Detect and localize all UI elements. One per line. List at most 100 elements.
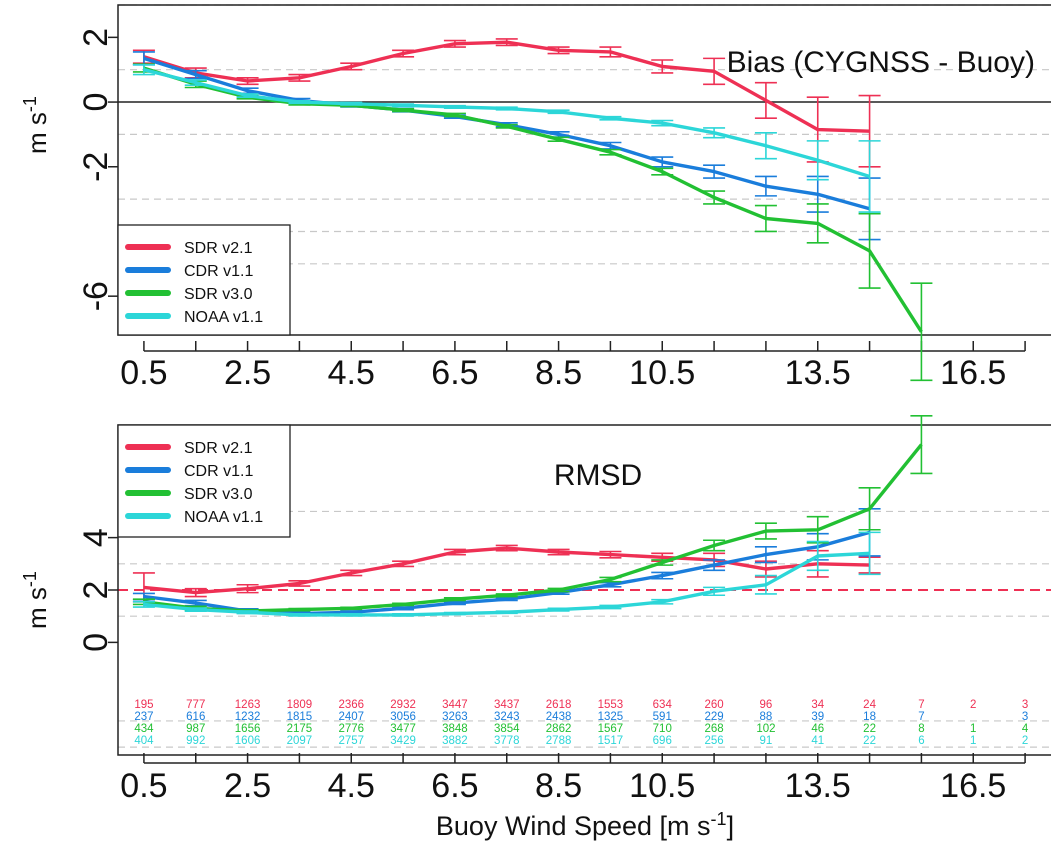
count-label: 102 — [756, 723, 775, 735]
count-label: 3 — [1022, 711, 1028, 723]
count-label: 18 — [863, 711, 876, 723]
x-tick-label: 10.5 — [629, 354, 695, 392]
count-label: 22 — [863, 735, 876, 747]
x-tick-label: 13.5 — [785, 354, 851, 392]
count-label: 1656 — [235, 723, 261, 735]
count-label: 3882 — [442, 735, 468, 747]
x-axis-label: Buoy Wind Speed [m s-1] — [436, 809, 734, 841]
count-label: 8 — [918, 723, 924, 735]
count-label: 2366 — [338, 699, 364, 711]
y-tick-label: 4 — [77, 528, 115, 547]
count-label: 591 — [653, 711, 672, 723]
count-label: 2407 — [338, 711, 364, 723]
count-label: 634 — [653, 699, 673, 711]
count-label: 2776 — [338, 723, 364, 735]
count-label: 2932 — [390, 699, 416, 711]
count-label: 710 — [653, 723, 672, 735]
count-label: 992 — [186, 735, 205, 747]
count-label: 4 — [1022, 723, 1029, 735]
count-label: 24 — [863, 699, 876, 711]
count-label: 1809 — [287, 699, 313, 711]
series-line — [144, 532, 870, 613]
count-label: 2618 — [546, 699, 572, 711]
y-tick-label: 2 — [77, 581, 115, 600]
legend-label: SDR v3.0 — [184, 486, 253, 503]
count-label: 2 — [970, 699, 976, 711]
count-label: 39 — [811, 711, 824, 723]
count-label: 1553 — [598, 699, 624, 711]
count-label: 404 — [134, 735, 154, 747]
count-label: 41 — [811, 735, 824, 747]
y-tick-label: 2 — [77, 28, 115, 47]
count-label: 7 — [918, 699, 924, 711]
count-label: 1567 — [598, 723, 624, 735]
count-label: 1517 — [598, 735, 624, 747]
count-label: 987 — [186, 723, 205, 735]
count-label: 3778 — [494, 735, 520, 747]
count-label: 22 — [863, 723, 876, 735]
count-label: 3437 — [494, 699, 520, 711]
count-label: 3 — [1022, 699, 1028, 711]
x-tick-label: 10.5 — [629, 767, 695, 805]
y-tick-label: 0 — [77, 93, 115, 112]
x-tick-label: 16.5 — [940, 354, 1006, 392]
count-label: 268 — [704, 723, 723, 735]
legend-label: SDR v2.1 — [184, 240, 253, 257]
count-label: 1263 — [235, 699, 261, 711]
count-label: 260 — [704, 699, 723, 711]
count-label: 3854 — [494, 723, 520, 735]
x-tick-label: 0.5 — [120, 354, 167, 392]
count-label: 616 — [186, 711, 205, 723]
x-tick-label: 6.5 — [431, 767, 478, 805]
count-label: 7 — [918, 711, 924, 723]
count-label: 6 — [918, 735, 924, 747]
legend-label: CDR v1.1 — [184, 263, 253, 280]
count-label: 96 — [760, 699, 773, 711]
legend-label: NOAA v1.1 — [184, 309, 263, 326]
x-tick-label: 6.5 — [431, 354, 478, 392]
y-tick-label: -2 — [77, 152, 115, 182]
legend: SDR v2.1 CDR v1.1 SDR v3.0 NOAA v1.1 — [118, 225, 290, 335]
x-tick-label: 8.5 — [535, 767, 582, 805]
count-label: 2175 — [287, 723, 313, 735]
count-label: 256 — [704, 735, 723, 747]
legend-label: NOAA v1.1 — [184, 509, 263, 526]
count-label: 229 — [704, 711, 723, 723]
count-label: 2788 — [546, 735, 572, 747]
count-label: 237 — [134, 711, 153, 723]
count-label: 3477 — [390, 723, 416, 735]
panel-title: RMSD — [554, 459, 642, 492]
count-label: 1606 — [235, 735, 261, 747]
count-label: 3263 — [442, 711, 468, 723]
count-label: 3447 — [442, 699, 468, 711]
count-label: 2097 — [287, 735, 313, 747]
x-tick-label: 16.5 — [940, 767, 1006, 805]
y-axis-label: m s-1 — [20, 571, 52, 629]
count-label: 777 — [186, 699, 205, 711]
count-label: 1325 — [598, 711, 624, 723]
count-label: 2 — [1022, 735, 1028, 747]
count-label: 195 — [134, 699, 153, 711]
x-tick-label: 2.5 — [224, 354, 271, 392]
count-label: 434 — [134, 723, 154, 735]
x-tick-label: 13.5 — [785, 767, 851, 805]
count-label: 1232 — [235, 711, 261, 723]
legend-label: SDR v3.0 — [184, 286, 253, 303]
panel-title: Bias (CYGNSS - Buoy) — [727, 46, 1035, 79]
count-label: 3056 — [390, 711, 416, 723]
count-label: 88 — [760, 711, 773, 723]
count-label: 34 — [811, 699, 824, 711]
count-label: 2862 — [546, 723, 572, 735]
legend-label: SDR v2.1 — [184, 440, 253, 457]
count-label: 1 — [970, 735, 976, 747]
y-axis-label: m s-1 — [20, 96, 52, 154]
count-label: 1 — [970, 723, 976, 735]
count-label: 46 — [811, 723, 824, 735]
count-label: 696 — [653, 735, 672, 747]
count-label: 3429 — [390, 735, 416, 747]
